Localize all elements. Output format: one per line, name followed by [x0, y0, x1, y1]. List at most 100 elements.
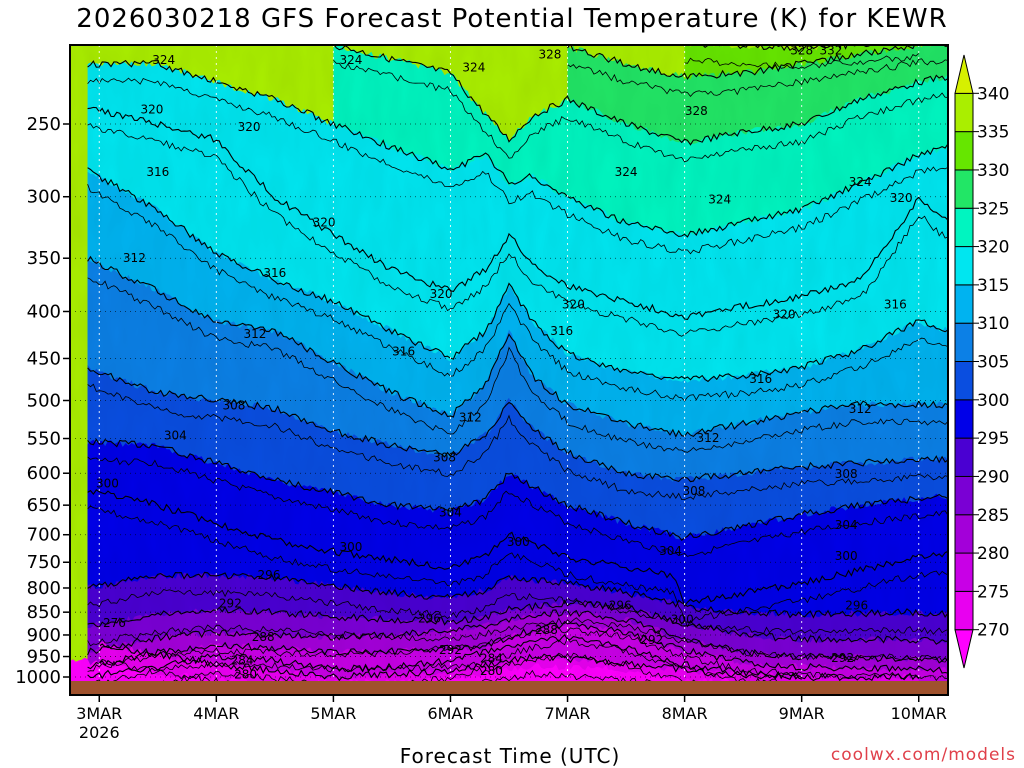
contour-label-38: 304	[659, 544, 682, 558]
isentrope-280	[87, 634, 802, 680]
contour-label-5: 332	[819, 44, 842, 58]
y-tick-label-750: 750	[27, 552, 61, 573]
colorbar-swatch-6	[954, 399, 974, 439]
contour-label-3: 328	[539, 47, 562, 61]
colorbar-swatch-3	[954, 514, 974, 554]
isentrope-324	[87, 59, 948, 238]
contour-label-25: 308	[222, 398, 245, 412]
contour-label-8: 320	[238, 120, 261, 134]
grid-lines	[70, 45, 948, 695]
isentrope-328	[333, 45, 948, 146]
contour-label-45: 296	[845, 599, 868, 613]
ground-surface	[70, 681, 948, 695]
isentrope-294	[87, 617, 948, 663]
isentrope-306	[87, 456, 948, 557]
contour-label-28: 304	[164, 429, 187, 443]
colorbar-label-335: 335	[977, 123, 1009, 143]
contour-label-42: 296	[418, 612, 441, 626]
x-tick-label-4MAR: 4MAR	[193, 704, 239, 723]
contour-label-21: 312	[244, 327, 267, 341]
contour-label-40: 296	[258, 568, 281, 582]
isentrope-336	[690, 45, 871, 53]
x-tick-label-7MAR: 7MAR	[545, 704, 591, 723]
isentrope-326	[87, 77, 948, 255]
colorbar-label-280: 280	[977, 544, 1009, 564]
contour-label-47: 276	[103, 616, 126, 630]
y-tick-label-400: 400	[27, 301, 61, 322]
contour-label-18: 320	[562, 297, 585, 311]
y-tick-label-500: 500	[27, 391, 61, 412]
y-tick-label-700: 700	[27, 525, 61, 546]
colorbar-swatch-5	[954, 437, 974, 477]
contour-label-36: 300	[340, 540, 363, 554]
contour-label-34: 304	[439, 505, 462, 519]
contour-label-46: 300	[671, 613, 694, 627]
contour-label-15: 312	[123, 251, 146, 265]
contour-label-17: 320	[430, 287, 453, 301]
isentrope-332	[567, 45, 948, 80]
isentrope-322	[87, 123, 948, 337]
y-tick-label-1000: 1000	[15, 667, 61, 688]
contour-label-9: 324	[615, 165, 638, 179]
colorbar-swatch-7	[954, 361, 974, 401]
y-tick-label-350: 350	[27, 248, 61, 269]
credit-text: coolwx.com/models	[830, 745, 1016, 765]
contour-label-43: 296	[609, 599, 632, 613]
contour-label-0: 324	[152, 53, 175, 67]
contour-label-51: 292	[831, 651, 854, 665]
contour-label-29: 312	[697, 431, 720, 445]
isentrope-330	[333, 59, 948, 163]
contour-label-41: 292	[219, 597, 242, 611]
y-tick-label-250: 250	[27, 114, 61, 135]
colorbar-label-290: 290	[977, 467, 1009, 487]
contour-label-50: 292	[439, 643, 462, 657]
contour-labels: 324 324 324 328 328 332 328 320 320 324 324 324 320 3…	[96, 44, 913, 682]
plot-area: 324 324 324 328 328 332 328 320 320 324 324 324 320 3…	[70, 44, 948, 695]
x-tick-label-3MAR: 3MAR	[76, 704, 122, 723]
contour-label-49: 292	[640, 633, 663, 647]
contour-label-39: 300	[835, 549, 858, 563]
isentrope-312	[87, 255, 948, 438]
contour-label-23: 316	[392, 344, 415, 358]
colorbar-swatch-1	[954, 590, 974, 631]
colorbar-label-315: 315	[977, 276, 1009, 296]
colorbar-swatch-0	[954, 629, 974, 669]
contour-label-31: 308	[835, 467, 858, 481]
contour-label-13: 316	[146, 165, 169, 179]
colorbar-swatch-4	[954, 475, 974, 516]
contour-label-7: 320	[140, 102, 163, 116]
contour-label-52: 284	[231, 654, 254, 668]
isentrope-lines	[87, 45, 948, 695]
contour-label-12: 320	[890, 191, 913, 205]
contour-label-4: 328	[790, 44, 813, 58]
y-tick-label-800: 800	[27, 578, 61, 599]
isentrope-310	[87, 383, 948, 501]
isentrope-318	[87, 184, 948, 402]
colorbar-swatch-9	[954, 284, 974, 324]
isentrope-338	[684, 53, 919, 70]
isentrope-296	[87, 571, 948, 619]
colorbar-swatch-2	[954, 552, 974, 592]
colorbar-label-305: 305	[977, 353, 1009, 373]
colorbar-label-270: 270	[977, 621, 1009, 641]
contour-label-48: 288	[252, 630, 275, 644]
contour-label-35: 304	[835, 518, 858, 532]
colorbar-label-300: 300	[977, 391, 1009, 411]
colorbar-swatch-15	[954, 54, 974, 94]
y-tick-label-600: 600	[27, 463, 61, 484]
isentrope-334	[567, 58, 948, 98]
contour-label-55: 280	[480, 664, 503, 678]
contour-label-54: 280	[234, 668, 257, 682]
y-tick-label-300: 300	[27, 187, 61, 208]
isentrope-320	[87, 106, 948, 320]
contour-label-27: 312	[849, 402, 872, 416]
x-tick-label-10MAR: 10MAR	[891, 704, 947, 723]
colorbar: 270 275 280 285 290 295 300 305 310 315 320 325 330 3…	[954, 54, 1009, 669]
colorbar-label-340: 340	[977, 84, 1009, 104]
colorbar-label-295: 295	[977, 429, 1009, 449]
contour-label-22: 316	[550, 324, 573, 338]
x-tick-label-8MAR: 8MAR	[662, 704, 708, 723]
contour-label-20: 316	[884, 297, 907, 311]
contour-label-6: 328	[685, 104, 708, 118]
